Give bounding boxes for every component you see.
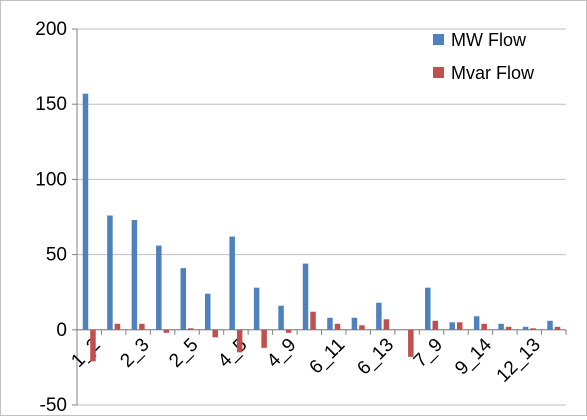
x-tick-label: 6_11: [306, 334, 350, 378]
bar-mvar-flow-7_9: [433, 321, 439, 330]
x-tick-label: 6_13: [353, 334, 398, 379]
bar-mvar-flow-5_6: [310, 312, 316, 330]
bar-mvar-flow-9_14: [481, 324, 487, 330]
bar-mw-flow-7_9: [425, 288, 431, 330]
bar-mw-flow-4_9: [278, 306, 284, 330]
y-tick-label: 50: [46, 245, 67, 266]
bars: [83, 94, 561, 362]
bar-mvar-flow-10_11: [506, 327, 512, 330]
bar-mw-flow-1_5: [107, 215, 113, 329]
legend-label-mvar-flow: Mvar Flow: [451, 63, 535, 83]
bar-mvar-flow-1_2: [90, 330, 96, 362]
bar-mw-flow-1_2: [83, 94, 89, 330]
bar-mw-flow-6_11: [327, 318, 333, 330]
bar-mw-flow-13_14: [547, 321, 553, 330]
bar-mw-flow-9_10: [449, 322, 455, 330]
bar-mvar-flow-2_5: [188, 328, 194, 330]
bar-mvar-flow-6_13: [384, 319, 390, 330]
x-tick-label: 7_9: [410, 334, 447, 371]
bar-mvar-flow-1_5: [115, 324, 121, 330]
bar-mvar-flow-3_4: [212, 330, 218, 338]
bar-mvar-flow-4_7: [261, 330, 267, 348]
legend-label-mw-flow: MW Flow: [451, 30, 527, 50]
bar-mw-flow-9_14: [474, 316, 480, 330]
bar-mw-flow-4_7: [254, 288, 260, 330]
bar-mw-flow-2_3: [132, 220, 138, 330]
y-tick-label: 100: [35, 169, 67, 190]
x-tick-label: 2_5: [165, 334, 202, 371]
x-tick-label: 4_5: [214, 334, 251, 371]
bar-mvar-flow-2_4: [164, 330, 170, 333]
bar-mw-flow-10_11: [498, 324, 504, 330]
x-tick-label: 2_3: [116, 334, 153, 371]
bar-mvar-flow-6_11: [335, 324, 341, 330]
bar-mvar-flow-4_9: [286, 330, 292, 333]
bar-mvar-flow-6_12: [359, 325, 365, 330]
y-tick-label: -50: [40, 395, 67, 415]
bar-mvar-flow-2_3: [139, 324, 145, 330]
bar-mw-flow-6_13: [376, 303, 382, 330]
bar-mvar-flow-13_14: [555, 327, 561, 330]
x-tick-label: 4_9: [263, 334, 300, 371]
bar-mvar-flow-9_10: [457, 322, 463, 330]
y-tick-label: 200: [35, 19, 67, 40]
bar-mw-flow-2_5: [181, 268, 187, 330]
x-tick-label: 1_2: [67, 334, 104, 371]
bar-mvar-flow-7_8: [408, 330, 414, 357]
x-tick-label: 9_14: [451, 334, 496, 379]
bar-mw-flow-4_5: [229, 237, 235, 330]
bar-mw-flow-2_4: [156, 246, 162, 330]
legend: MW Flow Mvar Flow: [433, 30, 535, 83]
legend-swatch-mw-flow: [433, 34, 444, 45]
bar-mvar-flow-12_13: [530, 328, 536, 330]
bar-mw-flow-6_12: [352, 318, 358, 330]
bar-mvar-flow-4_5: [237, 330, 243, 353]
legend-swatch-mvar-flow: [433, 67, 444, 78]
y-tick-label: 150: [35, 94, 67, 115]
bar-mw-flow-3_4: [205, 294, 211, 330]
x-tick-label: 12_13: [493, 334, 545, 386]
y-tick-label: 0: [56, 320, 67, 341]
bar-mw-flow-5_6: [303, 264, 309, 330]
bar-mw-flow-12_13: [523, 327, 529, 330]
